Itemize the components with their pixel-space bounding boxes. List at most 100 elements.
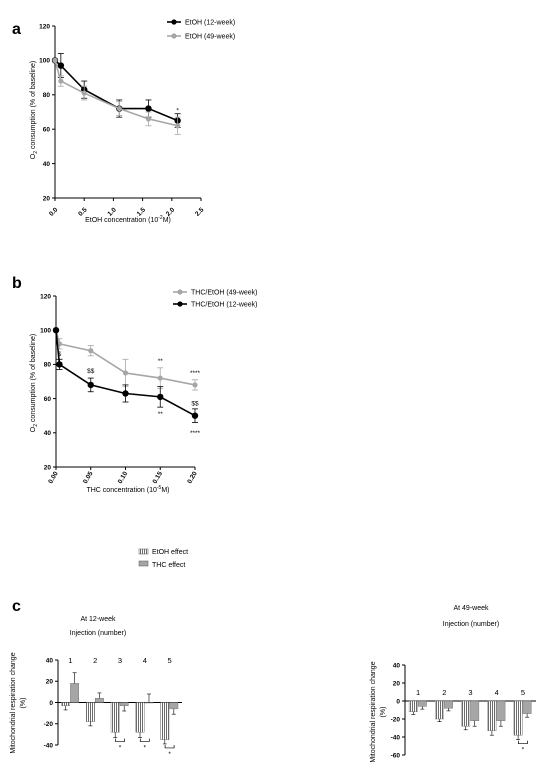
panel-a-ylabel: O2 consumption (% of baseline): [30, 61, 39, 160]
panel-b-ytick-label: 60: [44, 396, 52, 403]
panel-a-chart: 20 40 60 80 100 120 0.0 0.5 1.0 1.5 2.0 2.5 EtOH (12…: [39, 19, 235, 218]
panel-a-series-etoh-49-week-point: [175, 123, 181, 129]
panel-c-left-chart: -40 -20 0 20 40 1 2 3 4 5 * * *: [44, 656, 182, 758]
panel-c-left-bar-thc-effect: [144, 702, 154, 704]
panel-a-xlabel: EtOH concentration (10-2M): [85, 215, 171, 224]
panel-b-letter: b: [12, 275, 22, 292]
panel-b-series-thc-etoh-12-week-point: [122, 390, 129, 397]
panel-a-series-etoh-12-week-legend-marker: [171, 19, 177, 25]
panel-c-left-ytick-label: -20: [44, 721, 54, 728]
panel-b-series-thc-etoh-49-week-point: [192, 382, 198, 388]
panel-c-right-bar-etoh-effect: [408, 700, 418, 713]
panel-c-left-significance-star: *: [119, 745, 122, 752]
panel-c-left-ylabel-line2: (%): [20, 698, 27, 709]
panel-b-ytick-label: 100: [40, 328, 51, 335]
panel-c-left-significance-star: *: [168, 751, 171, 758]
panel-a-ytick-label: 100: [39, 58, 50, 65]
panel-c-left-bar-thc-effect: [94, 698, 104, 703]
panel-b-xtick-label: 0.00: [47, 470, 60, 485]
panel-b-xlabel: THC concentration (10-5M): [86, 485, 169, 494]
panel-b-annotation: $$: [87, 368, 95, 375]
panel-c-right-ylabel-line1: Mitochondrial respiration change: [370, 661, 377, 762]
panel-b-series-thc-etoh-49-week-point: [157, 375, 163, 381]
panel-b-series-thc-etoh-12-week-legend-label: THC/EtOH (12-week): [191, 301, 258, 308]
panel-a-series-etoh-49-week-point: [58, 78, 64, 84]
panel-c-right-bar-thc-effect: [417, 700, 427, 707]
panel-b-xtick-label: 0.15: [152, 470, 165, 485]
panel-b-annotation: $$: [191, 401, 199, 408]
panel-b-series-thc-etoh-12-week-line: [55, 330, 196, 417]
panel-a-series-etoh-12-week-legend-label: EtOH (12-week): [185, 19, 235, 26]
panel-c-left-ylabel-line1: Mitochondrial respiration change: [10, 652, 17, 753]
panel-c-left-ytick-label: 0: [49, 700, 53, 707]
panel-a-xtick-label: 2.5: [194, 206, 206, 218]
panel-c-left-category-label: 3: [118, 656, 122, 665]
panel-b-ytick-label: 120: [40, 293, 51, 300]
panel-a-xtick-label: 1.0: [106, 206, 118, 218]
panel-a-series-etoh-49-week-line: [54, 60, 178, 127]
panel-a-xtick-label: 0.0: [48, 206, 60, 218]
panel-c-right-bar-etoh-effect: [513, 700, 523, 736]
panel-a-series-etoh-49-week-point: [52, 57, 58, 64]
panel-c-right-title: At 49-week: [453, 605, 489, 612]
panel-b-series-thc-etoh-12-week-point: [87, 381, 94, 389]
panel-c-right-ytick-label: -40: [391, 734, 401, 741]
panel-b-xtick-label: 0.20: [186, 470, 199, 485]
panel-a-ytick-label: 60: [43, 127, 51, 134]
panel-b-ylabel: O2 consumption (% of baseline): [30, 334, 39, 433]
panel-b-chart: 20 40 60 80 100 120 0.00 0.05 0.10 0.15 0.20 THC/Et…: [40, 289, 258, 485]
panel-c-left-category-label: 2: [93, 656, 97, 665]
panel-c-left-bar-thc-effect: [169, 702, 179, 710]
panel-b-series-thc-etoh-49-week-point: [88, 348, 94, 354]
panel-c-left-subtitle: Injection (number): [70, 630, 126, 637]
panel-c-right-bar-etoh-effect: [487, 700, 497, 731]
panel-c-right-bar-thc-effect: [522, 700, 532, 714]
legend-swatch-thc-effect: [138, 560, 149, 567]
panel-a-annotation: *: [176, 107, 179, 114]
panel-c-left-significance-bracket: [139, 738, 150, 742]
panel-b-ytick-label: 20: [44, 464, 52, 471]
panel-a-ytick-label: 20: [43, 195, 51, 202]
panel-a-series-etoh-12-week-point: [57, 62, 65, 69]
panel-c-right-ytick-label: -60: [391, 752, 401, 759]
panel-c-right-category-label: 2: [442, 688, 446, 697]
panel-c-right-ytick-label: 20: [393, 680, 401, 687]
panel-c-left-ytick-label: -40: [44, 742, 54, 749]
panel-c-right-category-label: 3: [468, 688, 472, 697]
panel-c-left-bar-etoh-effect: [160, 702, 170, 740]
panel-c-left-category-label: 5: [168, 656, 172, 665]
panel-a-series-etoh-49-week-point: [81, 90, 87, 96]
panel-c-right-bar-thc-effect: [444, 700, 453, 709]
panel-c-right-ytick-label: -20: [391, 716, 401, 723]
panel-b-series-thc-etoh-49-week-point: [122, 370, 129, 376]
panel-b-series-thc-etoh-12-week-point: [52, 327, 60, 334]
panel-b-xtick-label: 0.05: [82, 470, 95, 485]
panel-c-right-subtitle: Injection (number): [443, 621, 499, 628]
panel-c-left-category-label: 1: [68, 656, 72, 665]
panel-c-right-bar-thc-effect: [470, 700, 480, 721]
panel-b-xtick-label: 0.10: [117, 470, 130, 485]
panel-a-ytick-label: 80: [43, 92, 51, 99]
panel-a-series-etoh-49-week-legend-marker: [171, 33, 177, 39]
panel-c-right-ylabel-line2: (%): [380, 707, 387, 718]
panel-b-annotation: ****: [190, 430, 201, 437]
legend-label-etoh-effect: EtOH effect: [152, 549, 188, 556]
panel-a-series-etoh-12-week-point: [145, 105, 152, 112]
panel-a-ytick-label: 120: [39, 23, 50, 30]
panel-a-ytick-label: 40: [43, 161, 51, 168]
panel-c-right-bar-thc-effect: [496, 700, 506, 721]
panel-c-legend: EtOH effect THC effect: [138, 548, 188, 569]
panel-c-right-chart: -60 -40 -20 0 20 40 1 2 3 4 5 *: [391, 662, 536, 759]
panel-b-series-thc-etoh-12-week-point: [157, 393, 164, 401]
panel-a-xtick-label: 0.5: [77, 206, 89, 218]
panel-c-left-significance-star: *: [144, 745, 147, 752]
panel-a-series-etoh-49-week-point: [116, 105, 122, 112]
panel-c-left-ytick-label: 20: [46, 679, 54, 686]
panel-c-right-category-label: 1: [416, 688, 420, 697]
panel-b-series-thc-etoh-12-week-legend-marker: [177, 301, 183, 307]
panel-b-ytick-label: 80: [44, 362, 52, 369]
panel-c-left-ytick-label: 40: [46, 657, 54, 664]
panel-b-series-thc-etoh-12-week-point: [56, 361, 63, 368]
panel-c-left-bar-etoh-effect: [135, 702, 145, 733]
panel-c-right-bar-etoh-effect: [461, 700, 471, 727]
